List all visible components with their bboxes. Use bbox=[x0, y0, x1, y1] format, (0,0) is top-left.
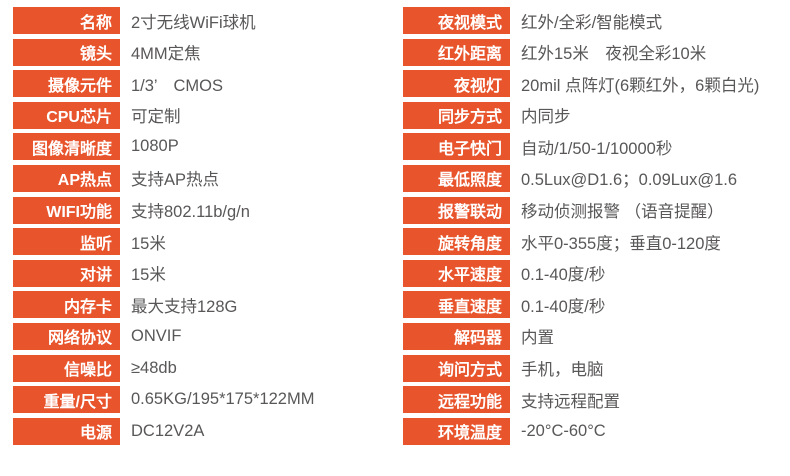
spec-value: 0.65KG/195*175*122MM bbox=[131, 390, 315, 409]
spec-value: 0.1-40度/秒 bbox=[521, 266, 606, 285]
spec-value: 支持AP热点 bbox=[131, 171, 220, 190]
spec-value: -20°C-60°C bbox=[521, 421, 606, 440]
spec-label: 解码器 bbox=[403, 322, 510, 350]
spec-label: 同步方式 bbox=[403, 101, 510, 129]
spec-column-right: 夜视模式 红外/全彩/智能模式 红外距离 红外15米 夜视全彩10米 夜视灯 20mil … bbox=[390, 7, 790, 445]
spec-label: 信噪比 bbox=[13, 354, 120, 382]
spec-label: 重量/尺寸 bbox=[13, 386, 120, 414]
spec-row: 红外距离 红外15米 夜视全彩10米 bbox=[390, 38, 790, 66]
spec-label: 对讲 bbox=[13, 259, 120, 287]
spec-value: 1080P bbox=[131, 137, 179, 156]
spec-label: 最低照度 bbox=[403, 164, 510, 192]
spec-label: 垂直速度 bbox=[403, 291, 510, 319]
spec-label: 图像清晰度 bbox=[13, 133, 120, 161]
spec-label: 网络协议 bbox=[13, 322, 120, 350]
spec-row: 夜视灯 20mil 点阵灯(6颗红外，6颗白光) bbox=[390, 70, 790, 98]
spec-label: WIFI功能 bbox=[13, 196, 120, 224]
spec-row: 摄像元件 1/3’ CMOS bbox=[0, 70, 390, 98]
spec-label: 夜视模式 bbox=[403, 7, 510, 34]
spec-row: 名称 2寸无线WiFi球机 bbox=[0, 7, 390, 34]
spec-row: 环境温度 -20°C-60°C bbox=[390, 417, 790, 445]
spec-label: 内存卡 bbox=[13, 291, 120, 319]
spec-row: 同步方式 内同步 bbox=[390, 101, 790, 129]
spec-value: 最大支持128G bbox=[131, 297, 238, 316]
spec-row: 对讲 15米 bbox=[0, 259, 390, 287]
spec-value: 可定制 bbox=[131, 108, 181, 127]
spec-row: 电源 DC12V2A bbox=[0, 417, 390, 445]
spec-row: WIFI功能 支持802.11b/g/n bbox=[0, 196, 390, 224]
spec-value: 内置 bbox=[521, 329, 554, 348]
spec-row: 内存卡 最大支持128G bbox=[0, 291, 390, 319]
spec-row: 报警联动 移动侦测报警 （语音提醒） bbox=[390, 196, 790, 224]
spec-value: 水平0-355度；垂直0-120度 bbox=[521, 234, 721, 253]
spec-value: 4MM定焦 bbox=[131, 45, 201, 64]
spec-label: 红外距离 bbox=[403, 38, 510, 66]
spec-label: 远程功能 bbox=[403, 386, 510, 414]
spec-value: 15米 bbox=[131, 234, 166, 253]
spec-row: 重量/尺寸 0.65KG/195*175*122MM bbox=[0, 386, 390, 414]
spec-label: 水平速度 bbox=[403, 259, 510, 287]
spec-value: 1/3’ CMOS bbox=[131, 76, 223, 95]
spec-row: 图像清晰度 1080P bbox=[0, 133, 390, 161]
spec-value: 0.1-40度/秒 bbox=[521, 297, 606, 316]
spec-value: 自动/1/50-1/10000秒 bbox=[521, 139, 673, 158]
spec-row: 水平速度 0.1-40度/秒 bbox=[390, 259, 790, 287]
spec-value: ≥48db bbox=[131, 358, 177, 377]
spec-row: 垂直速度 0.1-40度/秒 bbox=[390, 291, 790, 319]
spec-label: CPU芯片 bbox=[13, 101, 120, 129]
spec-label: 夜视灯 bbox=[403, 70, 510, 98]
spec-label: 摄像元件 bbox=[13, 70, 120, 98]
spec-value: 支持远程配置 bbox=[521, 392, 620, 411]
spec-label: 镜头 bbox=[13, 38, 120, 66]
spec-row: 镜头 4MM定焦 bbox=[0, 38, 390, 66]
spec-label: 监听 bbox=[13, 228, 120, 256]
spec-value: 红外/全彩/智能模式 bbox=[521, 13, 663, 32]
spec-label: 报警联动 bbox=[403, 196, 510, 224]
spec-value: 内同步 bbox=[521, 108, 571, 127]
spec-row: 最低照度 0.5Lux@D1.6；0.09Lux@1.6 bbox=[390, 164, 790, 192]
spec-value: 手机，电脑 bbox=[521, 361, 604, 380]
spec-row: 信噪比 ≥48db bbox=[0, 354, 390, 382]
spec-label: 环境温度 bbox=[403, 417, 510, 445]
spec-value: 红外15米 夜视全彩10米 bbox=[521, 45, 707, 64]
spec-label: 旋转角度 bbox=[403, 228, 510, 256]
spec-row: 监听 15米 bbox=[0, 228, 390, 256]
spec-value: 0.5Lux@D1.6；0.09Lux@1.6 bbox=[521, 171, 738, 190]
spec-row: 旋转角度 水平0-355度；垂直0-120度 bbox=[390, 228, 790, 256]
spec-row: 询问方式 手机，电脑 bbox=[390, 354, 790, 382]
spec-value: 15米 bbox=[131, 266, 166, 285]
spec-label: 询问方式 bbox=[403, 354, 510, 382]
spec-column-left: 名称 2寸无线WiFi球机 镜头 4MM定焦 摄像元件 1/3’ CMOS CPU芯片 可定制… bbox=[0, 7, 390, 445]
spec-row: 夜视模式 红外/全彩/智能模式 bbox=[390, 7, 790, 34]
spec-value: 20mil 点阵灯(6颗红外，6颗白光) bbox=[521, 76, 760, 95]
spec-label: 名称 bbox=[13, 7, 120, 34]
spec-value: 移动侦测报警 （语音提醒） bbox=[521, 203, 724, 222]
spec-row: AP热点 支持AP热点 bbox=[0, 164, 390, 192]
spec-value: 支持802.11b/g/n bbox=[131, 203, 250, 222]
product-spec-table: 名称 2寸无线WiFi球机 镜头 4MM定焦 摄像元件 1/3’ CMOS CPU芯片 可定制… bbox=[0, 7, 790, 445]
spec-value: DC12V2A bbox=[131, 421, 205, 440]
spec-row: 电子快门 自动/1/50-1/10000秒 bbox=[390, 133, 790, 161]
spec-label: 电源 bbox=[13, 417, 120, 445]
spec-label: 电子快门 bbox=[403, 133, 510, 161]
spec-value: 2寸无线WiFi球机 bbox=[131, 13, 256, 32]
spec-row: 网络协议 ONVIF bbox=[0, 322, 390, 350]
spec-row: CPU芯片 可定制 bbox=[0, 101, 390, 129]
spec-value: ONVIF bbox=[131, 326, 182, 345]
spec-label: AP热点 bbox=[13, 164, 120, 192]
spec-row: 解码器 内置 bbox=[390, 322, 790, 350]
spec-row: 远程功能 支持远程配置 bbox=[390, 386, 790, 414]
